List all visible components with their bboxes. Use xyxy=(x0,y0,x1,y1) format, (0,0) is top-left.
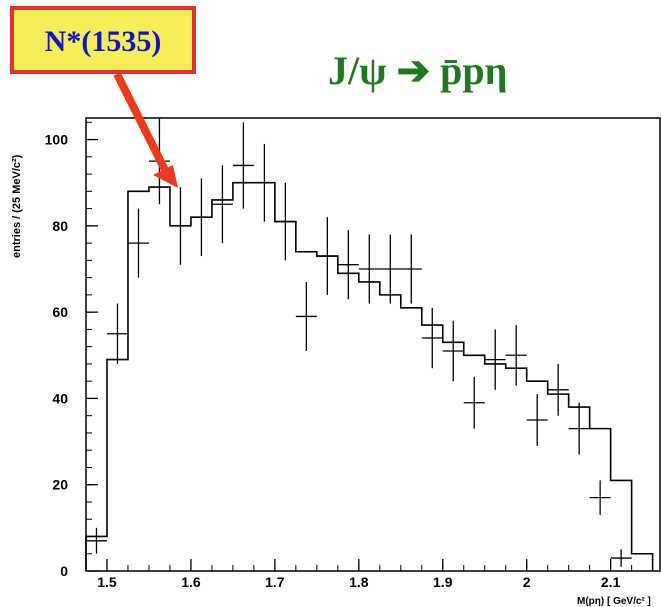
x-tick-label: 1.9 xyxy=(433,574,453,590)
y-axis-ticks: 0 20 40 60 80 100 xyxy=(45,121,98,579)
annotation-box xyxy=(10,6,196,74)
data-point xyxy=(169,187,191,265)
annotation-arrow xyxy=(113,72,170,174)
title-particles: p̄pη xyxy=(430,48,507,93)
data-point xyxy=(379,234,401,304)
y-tick-label: 20 xyxy=(52,477,68,493)
data-point xyxy=(526,394,548,446)
data-point xyxy=(190,178,212,257)
x-tick-label: 2.1 xyxy=(601,574,621,590)
data-point xyxy=(274,182,296,261)
data-point xyxy=(106,303,128,364)
data-point xyxy=(547,363,569,416)
data-point xyxy=(421,307,443,369)
x-tick-label: 1.8 xyxy=(349,574,369,590)
title-arrow: ➔ xyxy=(397,48,431,93)
chart-title: J/ψ ➔ p̄pη xyxy=(328,48,507,93)
data-point xyxy=(211,165,233,244)
title-prefix: J/ψ xyxy=(328,48,397,93)
data-point xyxy=(505,325,527,386)
plot-frame xyxy=(85,117,661,572)
data-point xyxy=(442,320,464,382)
data-point xyxy=(127,208,149,278)
data-point xyxy=(484,329,506,390)
plot-frame-border xyxy=(85,117,661,572)
y-tick-label: 80 xyxy=(52,218,68,234)
x-tick-label: 2 xyxy=(523,574,531,590)
data-point xyxy=(232,122,254,209)
x-tick-label: 1.5 xyxy=(97,574,117,590)
svg-text:J/ψ ➔ p̄pη: J/ψ ➔ p̄pη xyxy=(328,48,507,93)
data-point xyxy=(610,549,632,567)
y-tick-label: 0 xyxy=(60,563,68,579)
x-axis-ticks: 1.5 1.6 1.7 1.8 1.9 2 2.1 xyxy=(85,559,654,590)
x-axis-label: M(pη) [ GeV/c² ] xyxy=(577,596,651,607)
data-point xyxy=(295,281,317,351)
annotation-arrow-head xyxy=(153,165,178,188)
y-tick-label: 60 xyxy=(52,304,68,320)
data-point xyxy=(86,527,107,554)
annotation-label: N*(1535) xyxy=(45,25,162,58)
data-point xyxy=(463,376,485,429)
y-axis-label: entries / (25 MeV/c²) xyxy=(11,154,23,258)
data-point xyxy=(253,143,275,222)
data-point xyxy=(337,230,359,300)
data-points xyxy=(86,118,632,567)
y-tick-label: 100 xyxy=(45,132,69,148)
y-tick-label: 40 xyxy=(52,390,68,406)
x-tick-label: 1.6 xyxy=(181,574,201,590)
data-point xyxy=(358,234,380,304)
x-tick-label: 1.7 xyxy=(265,574,285,590)
data-point xyxy=(568,402,590,455)
n-star-annotation: N*(1535) xyxy=(10,6,196,188)
data-point xyxy=(316,217,338,295)
data-point xyxy=(400,234,422,304)
data-point xyxy=(589,480,611,515)
